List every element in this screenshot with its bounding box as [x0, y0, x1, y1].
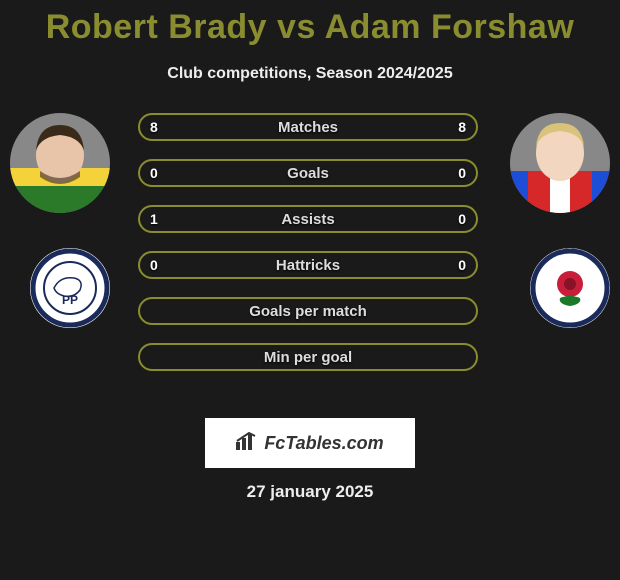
club-left-badge: PP — [30, 248, 110, 328]
brand-text: FcTables.com — [264, 433, 383, 454]
stat-label: Goals per match — [249, 303, 367, 320]
stat-bar: Goals per match — [138, 297, 478, 325]
club-right-badge — [530, 248, 610, 328]
stat-label: Hattricks — [276, 257, 340, 274]
stat-value-right: 0 — [458, 257, 466, 273]
stat-value-right: 0 — [458, 211, 466, 227]
chart-icon — [236, 432, 258, 455]
stat-bar: Matches 8 8 — [138, 113, 478, 141]
stat-bar: Min per goal — [138, 343, 478, 371]
player-right-name: Adam Forshaw — [325, 8, 575, 46]
brand-badge[interactable]: FcTables.com — [205, 418, 415, 468]
player-right-face-icon — [510, 113, 610, 213]
stat-label: Assists — [281, 211, 334, 228]
player-right-avatar — [510, 113, 610, 213]
stat-value-left: 8 — [150, 119, 158, 135]
vs-word: vs — [277, 8, 316, 46]
stat-bars: Matches88Goals00Assists10Hattricks00Goal… — [138, 113, 478, 389]
player-left-avatar — [10, 113, 110, 213]
stat-label: Min per goal — [264, 349, 352, 366]
page-title: Robert Brady vs Adam Forshaw — [0, 0, 620, 47]
stat-value-right: 0 — [458, 165, 466, 181]
stat-value-right: 8 — [458, 119, 466, 135]
comparison-content: PP Matches88Goals00Assists10Hattricks00G… — [0, 113, 620, 413]
date-text: 27 january 2025 — [0, 482, 620, 502]
stat-bar: Hattricks 0 0 — [138, 251, 478, 279]
svg-text:PP: PP — [62, 293, 78, 307]
stat-value-left: 0 — [150, 165, 158, 181]
club-left-badge-icon: PP — [30, 248, 110, 328]
player-left-face-icon — [10, 113, 110, 213]
stat-label: Goals — [287, 165, 329, 182]
stat-label: Matches — [278, 119, 338, 136]
stat-value-left: 1 — [150, 211, 158, 227]
stat-bar: Goals 0 0 — [138, 159, 478, 187]
stat-value-left: 0 — [150, 257, 158, 273]
subtitle: Club competitions, Season 2024/2025 — [0, 65, 620, 83]
stat-bar: Assists 1 0 — [138, 205, 478, 233]
club-right-badge-icon — [530, 248, 610, 328]
player-left-name: Robert Brady — [46, 8, 267, 46]
